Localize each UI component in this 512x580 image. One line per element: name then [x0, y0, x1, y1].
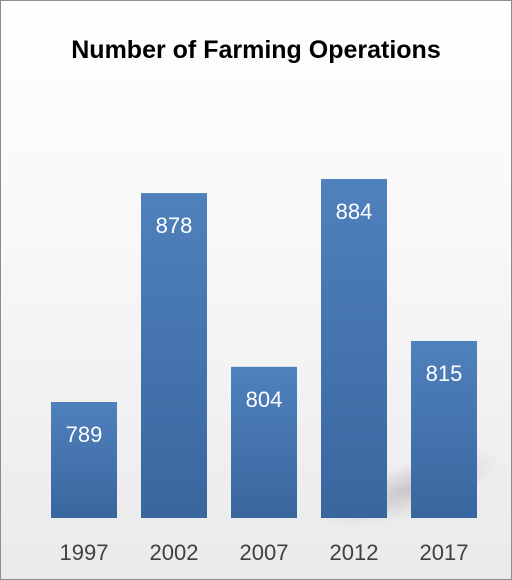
x-tick-label-2017: 2017 — [420, 540, 469, 565]
x-tick-label-1997: 1997 — [60, 540, 109, 565]
x-tick-label-2002: 2002 — [150, 540, 199, 565]
data-label-2017: 815 — [426, 361, 463, 386]
bar-2002 — [141, 193, 207, 518]
data-label-1997: 789 — [66, 422, 103, 447]
data-label-2012: 884 — [336, 199, 373, 224]
x-tick-label-2012: 2012 — [330, 540, 379, 565]
bar-2012 — [321, 179, 387, 518]
data-label-2007: 804 — [246, 387, 283, 412]
bar-1997 — [51, 402, 117, 518]
bar-2017 — [411, 340, 477, 518]
data-label-2002: 878 — [156, 213, 193, 238]
bar-2007 — [231, 366, 297, 518]
x-tick-label-2007: 2007 — [240, 540, 289, 565]
chart-title: Number of Farming Operations — [71, 36, 441, 64]
